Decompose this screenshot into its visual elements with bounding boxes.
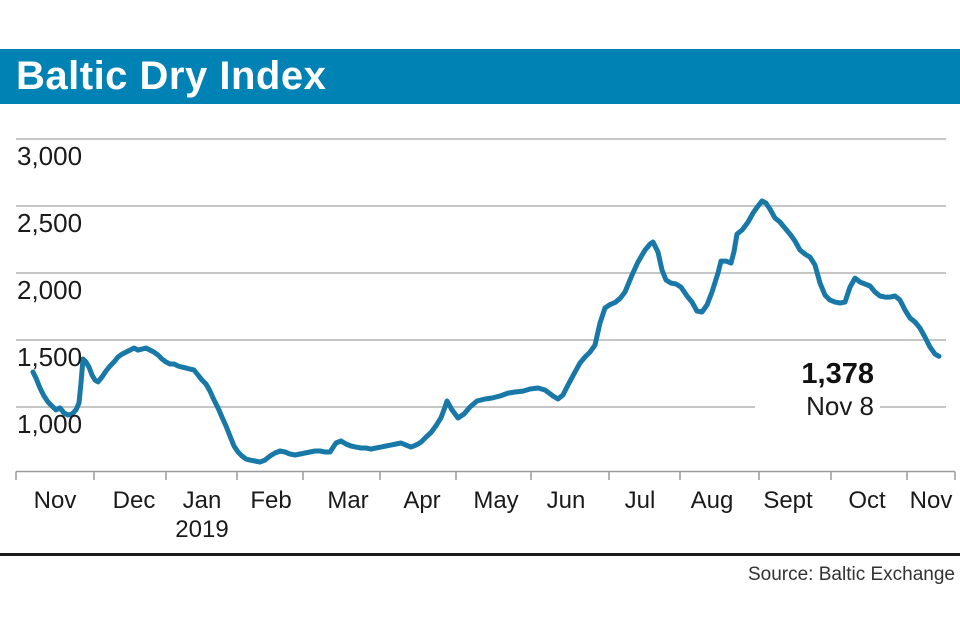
footer-divider bbox=[0, 553, 960, 556]
series-line bbox=[30, 198, 942, 465]
month-label: Nov bbox=[33, 487, 77, 514]
month-label: Aug bbox=[690, 487, 734, 514]
annotation-date: Nov 8 bbox=[806, 391, 874, 421]
annotation-value: 1,378 bbox=[801, 358, 874, 390]
month-label: Nov bbox=[909, 487, 953, 514]
month-label: Feb bbox=[250, 487, 292, 514]
month-label: Sept bbox=[763, 487, 813, 514]
y-tick-label: 1,500 bbox=[17, 342, 83, 372]
y-tick-label: 2,500 bbox=[17, 208, 83, 238]
y-tick-label: 2,000 bbox=[17, 275, 83, 305]
month-label: Jan bbox=[182, 487, 222, 514]
month-label: May bbox=[473, 487, 519, 514]
chart-title: Baltic Dry Index bbox=[16, 54, 327, 98]
month-label: Dec bbox=[112, 487, 156, 514]
source-credit: Source: Baltic Exchange bbox=[747, 564, 955, 585]
title-banner: Baltic Dry Index bbox=[0, 49, 960, 104]
y-tick-label: 1,000 bbox=[17, 409, 83, 439]
month-label: Jul bbox=[624, 487, 656, 514]
month-label: Apr bbox=[403, 487, 441, 514]
month-label: Oct bbox=[848, 487, 886, 514]
month-label: Mar bbox=[327, 487, 369, 514]
month-label: Jun bbox=[546, 487, 586, 514]
year-label: 2019 bbox=[175, 516, 229, 543]
last-value-annotation: 1,378 Nov 8 bbox=[755, 357, 880, 426]
y-tick-label: 3,000 bbox=[17, 141, 83, 171]
